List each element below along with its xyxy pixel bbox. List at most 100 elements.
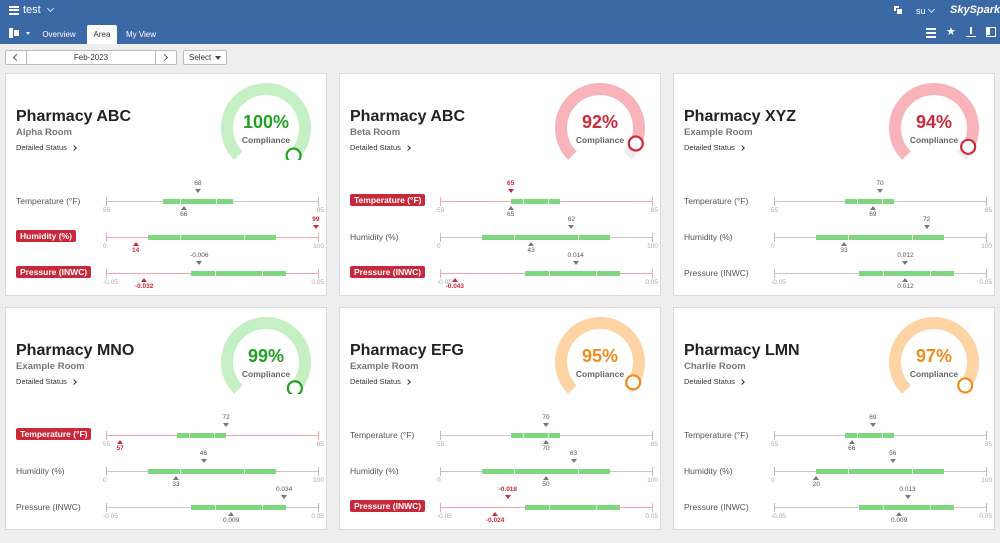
windows-icon[interactable] — [893, 5, 904, 16]
list-icon[interactable] — [926, 27, 936, 38]
menu-icon[interactable] — [9, 5, 19, 15]
setpoint-value: 62 — [567, 216, 576, 223]
chevron-right-icon[interactable] — [739, 144, 745, 151]
track-end-tick — [318, 467, 319, 476]
chevron-down-icon[interactable] — [215, 55, 222, 60]
gauge-marker — [957, 377, 974, 394]
range-min-label: -0.05 — [771, 279, 786, 286]
compliance-gauge — [221, 317, 311, 394]
tab-my-view[interactable]: My View — [125, 30, 157, 39]
download-icon[interactable] — [966, 27, 976, 37]
target-band — [482, 235, 610, 240]
gauge-fill — [221, 317, 311, 394]
project-menu[interactable]: test — [9, 4, 54, 16]
band-divider — [215, 199, 217, 204]
detailed-status-link[interactable]: Detailed Status — [684, 143, 745, 152]
range-max-label: 0.05 — [979, 513, 992, 520]
setpoint-value: 72 — [923, 216, 931, 223]
date-label[interactable]: Feb-2023 — [26, 51, 156, 64]
target-band — [190, 505, 287, 510]
track-end-tick — [986, 269, 987, 278]
setpoint-marker — [223, 423, 230, 427]
detailed-status-label[interactable]: Detailed Status — [16, 377, 67, 386]
metric-row: Humidity (%) 0 100 46 33 — [6, 450, 328, 488]
track-end-tick — [774, 197, 775, 206]
card-title: Pharmacy ABC — [350, 108, 466, 125]
setpoint-value: 46 — [199, 450, 208, 457]
metric-label: Pressure (INWC) — [684, 502, 749, 512]
setpoint-value: 70 — [542, 414, 550, 421]
chevron-right-icon[interactable] — [405, 144, 411, 151]
detailed-status-link[interactable]: Detailed Status — [350, 377, 411, 386]
detailed-status-label[interactable]: Detailed Status — [350, 377, 401, 386]
current-value: 69 — [869, 211, 877, 218]
band-divider — [882, 271, 884, 276]
compliance-label: Compliance — [909, 369, 959, 379]
card-title: Pharmacy EFG — [350, 342, 464, 359]
target-band — [190, 271, 287, 276]
band-divider — [514, 235, 516, 240]
setpoint-marker — [889, 459, 896, 463]
band-divider — [243, 469, 245, 474]
gauge-fill — [555, 83, 645, 160]
detailed-status-link[interactable]: Detailed Status — [16, 143, 77, 152]
track-end-tick — [652, 503, 653, 512]
card-room: Example Room — [684, 127, 753, 138]
user-name[interactable]: su — [916, 6, 926, 16]
metric-track: 0 100 62 43 — [437, 216, 658, 254]
prev-date-button[interactable] — [6, 51, 26, 64]
metric-row: Humidity (%) 0 100 63 50 — [340, 450, 662, 488]
detailed-status-label[interactable]: Detailed Status — [350, 143, 401, 152]
track-end-tick — [652, 269, 653, 278]
chevron-down-icon[interactable] — [927, 5, 935, 14]
metric-track: 55 85 72 57 — [103, 414, 324, 452]
chevron-right-icon[interactable] — [405, 378, 411, 385]
range-min-label: 55 — [771, 441, 779, 448]
track-end-tick — [986, 431, 987, 440]
detailed-status-link[interactable]: Detailed Status — [684, 377, 745, 386]
current-marker — [869, 206, 876, 210]
band-divider — [882, 505, 884, 510]
band-divider — [180, 235, 182, 240]
compliance-percent: 94% — [915, 112, 953, 132]
current-value: 65 — [507, 211, 515, 218]
user-menu[interactable]: su — [916, 5, 935, 16]
next-date-button[interactable] — [156, 51, 176, 64]
chevron-down-icon[interactable] — [46, 4, 54, 13]
detailed-status-link[interactable]: Detailed Status — [350, 143, 411, 152]
metric-label: Temperature (°F) — [16, 428, 92, 440]
select-dropdown[interactable]: Select — [183, 50, 228, 65]
app-switcher-icon[interactable] — [9, 28, 30, 38]
track-end-tick — [106, 467, 107, 476]
track-end-tick — [440, 269, 441, 278]
compliance-card: Pharmacy ABC Beta Room Detailed Status 92% C… — [339, 73, 661, 296]
chevron-right-icon[interactable] — [71, 378, 77, 385]
current-marker — [141, 278, 148, 282]
range-min-label: 0 — [103, 477, 107, 484]
range-max-label: 0.05 — [311, 513, 324, 520]
metric-label: Pressure (INWC) — [350, 500, 426, 512]
chevron-right-icon[interactable] — [71, 144, 77, 151]
compliance-card: Pharmacy EFG Example Room Detailed Status 9… — [339, 307, 661, 530]
compliance-percent: 95% — [581, 346, 619, 366]
detailed-status-label[interactable]: Detailed Status — [684, 377, 735, 386]
current-value: 20 — [812, 481, 820, 488]
detailed-status-label[interactable]: Detailed Status — [684, 143, 735, 152]
metric-track: -0.05 0.05 -0.006 -0.032 — [103, 252, 324, 290]
target-band — [510, 433, 561, 438]
track-end-tick — [774, 503, 775, 512]
target-band — [176, 433, 227, 438]
metric-track: -0.05 0.05 -0.018 -0.024 — [437, 486, 658, 524]
current-value: 0.009 — [890, 517, 908, 524]
side-panel-icon[interactable] — [986, 27, 996, 37]
tab-area[interactable]: Area — [87, 25, 117, 44]
project-name[interactable]: test — [23, 4, 41, 16]
metric-row: Temperature (°F) 55 85 65 65 — [340, 180, 662, 218]
chevron-right-icon[interactable] — [739, 378, 745, 385]
star-icon[interactable]: ★ — [946, 26, 956, 38]
select-label[interactable]: Select — [189, 53, 212, 62]
compliance-gauge — [555, 317, 645, 394]
detailed-status-link[interactable]: Detailed Status — [16, 377, 77, 386]
tab-overview[interactable]: Overview — [42, 30, 76, 39]
detailed-status-label[interactable]: Detailed Status — [16, 143, 67, 152]
